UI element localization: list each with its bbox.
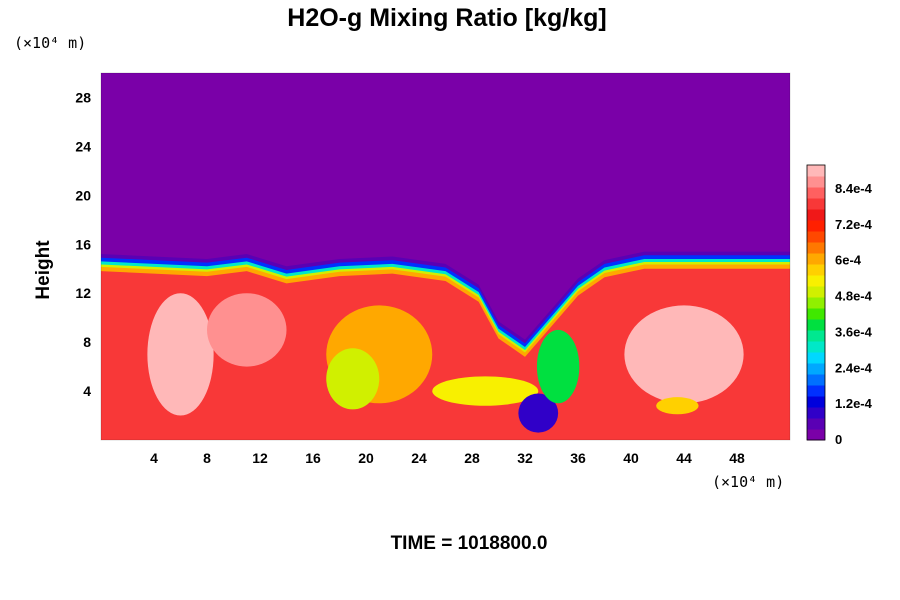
y-axis-unit-label: (×10⁴ m) — [14, 34, 86, 52]
y-tick-label: 28 — [75, 89, 91, 105]
x-tick-label: 16 — [305, 450, 321, 466]
colorbar-swatch — [807, 363, 825, 375]
field-feature-8 — [656, 397, 699, 415]
colorbar-swatch — [807, 209, 825, 221]
colorbar-swatch — [807, 165, 825, 177]
x-tick-label: 12 — [252, 450, 268, 466]
x-tick-label: 8 — [203, 450, 211, 466]
y-tick-label: 24 — [75, 138, 91, 154]
colorbar-swatch — [807, 176, 825, 188]
colorbar-swatch — [807, 308, 825, 320]
x-tick-label: 28 — [464, 450, 480, 466]
colorbar-swatch — [807, 330, 825, 342]
colorbar-swatch — [807, 396, 825, 408]
colorbar-swatch — [807, 297, 825, 309]
colorbar-tick-label: 2.4e-4 — [835, 360, 873, 375]
x-tick-label: 48 — [729, 450, 745, 466]
y-tick-label: 20 — [75, 187, 91, 203]
y-tick-label: 8 — [83, 334, 91, 350]
colorbar-swatch — [807, 286, 825, 298]
colorbar-swatch — [807, 352, 825, 364]
field-feature-4 — [432, 376, 539, 406]
x-tick-label: 20 — [358, 450, 374, 466]
colorbar-swatch — [807, 275, 825, 287]
colorbar-swatch — [807, 429, 825, 441]
y-tick-label: 4 — [83, 383, 91, 399]
x-tick-label: 4 — [150, 450, 158, 466]
colorbar-swatch — [807, 187, 825, 199]
x-tick-label: 40 — [623, 450, 639, 466]
x-tick-label: 36 — [570, 450, 586, 466]
colorbar-tick-label: 8.4e-4 — [835, 181, 873, 196]
plot-area — [100, 72, 791, 441]
field-feature-7 — [624, 305, 744, 404]
field-feature-1 — [207, 293, 287, 367]
colorbar-swatch — [807, 319, 825, 331]
y-axis-ticks: 4 8 12 16 20 24 28 — [75, 89, 91, 399]
colorbar-swatch — [807, 220, 825, 232]
y-tick-label: 12 — [75, 285, 91, 301]
y-axis-label: Height — [33, 240, 54, 300]
colorbar-frame — [806, 164, 826, 441]
colorbar-swatch — [807, 418, 825, 430]
colorbar-tick-label: 3.6e-4 — [835, 324, 873, 339]
field-feature-0 — [147, 293, 214, 416]
colorbar-tick-label: 0 — [835, 432, 842, 447]
x-tick-label: 32 — [517, 450, 533, 466]
colorbar-swatch — [807, 385, 825, 397]
colorbar: 0 1.2e-4 2.4e-4 3.6e-4 4.8e-4 6e-4 7.2e-4 8.4e-… — [806, 164, 873, 447]
colorbar-swatch — [807, 264, 825, 276]
chart-title: H2O-g Mixing Ratio [kg/kg] — [287, 4, 606, 32]
field-feature-5 — [518, 393, 559, 433]
colorbar-swatch — [807, 407, 825, 419]
plot-frame — [100, 72, 791, 441]
x-tick-label: 24 — [411, 450, 427, 466]
colorbar-swatch — [807, 253, 825, 265]
colorbar-swatch — [807, 231, 825, 243]
y-tick-label: 16 — [75, 236, 91, 252]
colorbar-swatch — [807, 374, 825, 386]
field-feature-3 — [326, 348, 380, 410]
field-feature-6 — [536, 329, 580, 404]
colorbar-swatch — [807, 198, 825, 210]
x-axis-unit-label: (×10⁴ m) — [712, 473, 784, 491]
colorbar-tick-label: 7.2e-4 — [835, 217, 873, 232]
time-label: TIME = 1018800.0 — [391, 533, 548, 554]
x-axis-ticks: 4 8 12 16 20 24 28 32 36 40 44 48 — [150, 450, 745, 466]
colorbar-swatch — [807, 242, 825, 254]
colorbar-swatch — [807, 341, 825, 353]
colorbar-tick-label: 6e-4 — [835, 253, 862, 268]
x-tick-label: 44 — [676, 450, 692, 466]
colorbar-tick-label: 1.2e-4 — [835, 396, 873, 411]
colorbar-tick-label: 4.8e-4 — [835, 289, 873, 304]
